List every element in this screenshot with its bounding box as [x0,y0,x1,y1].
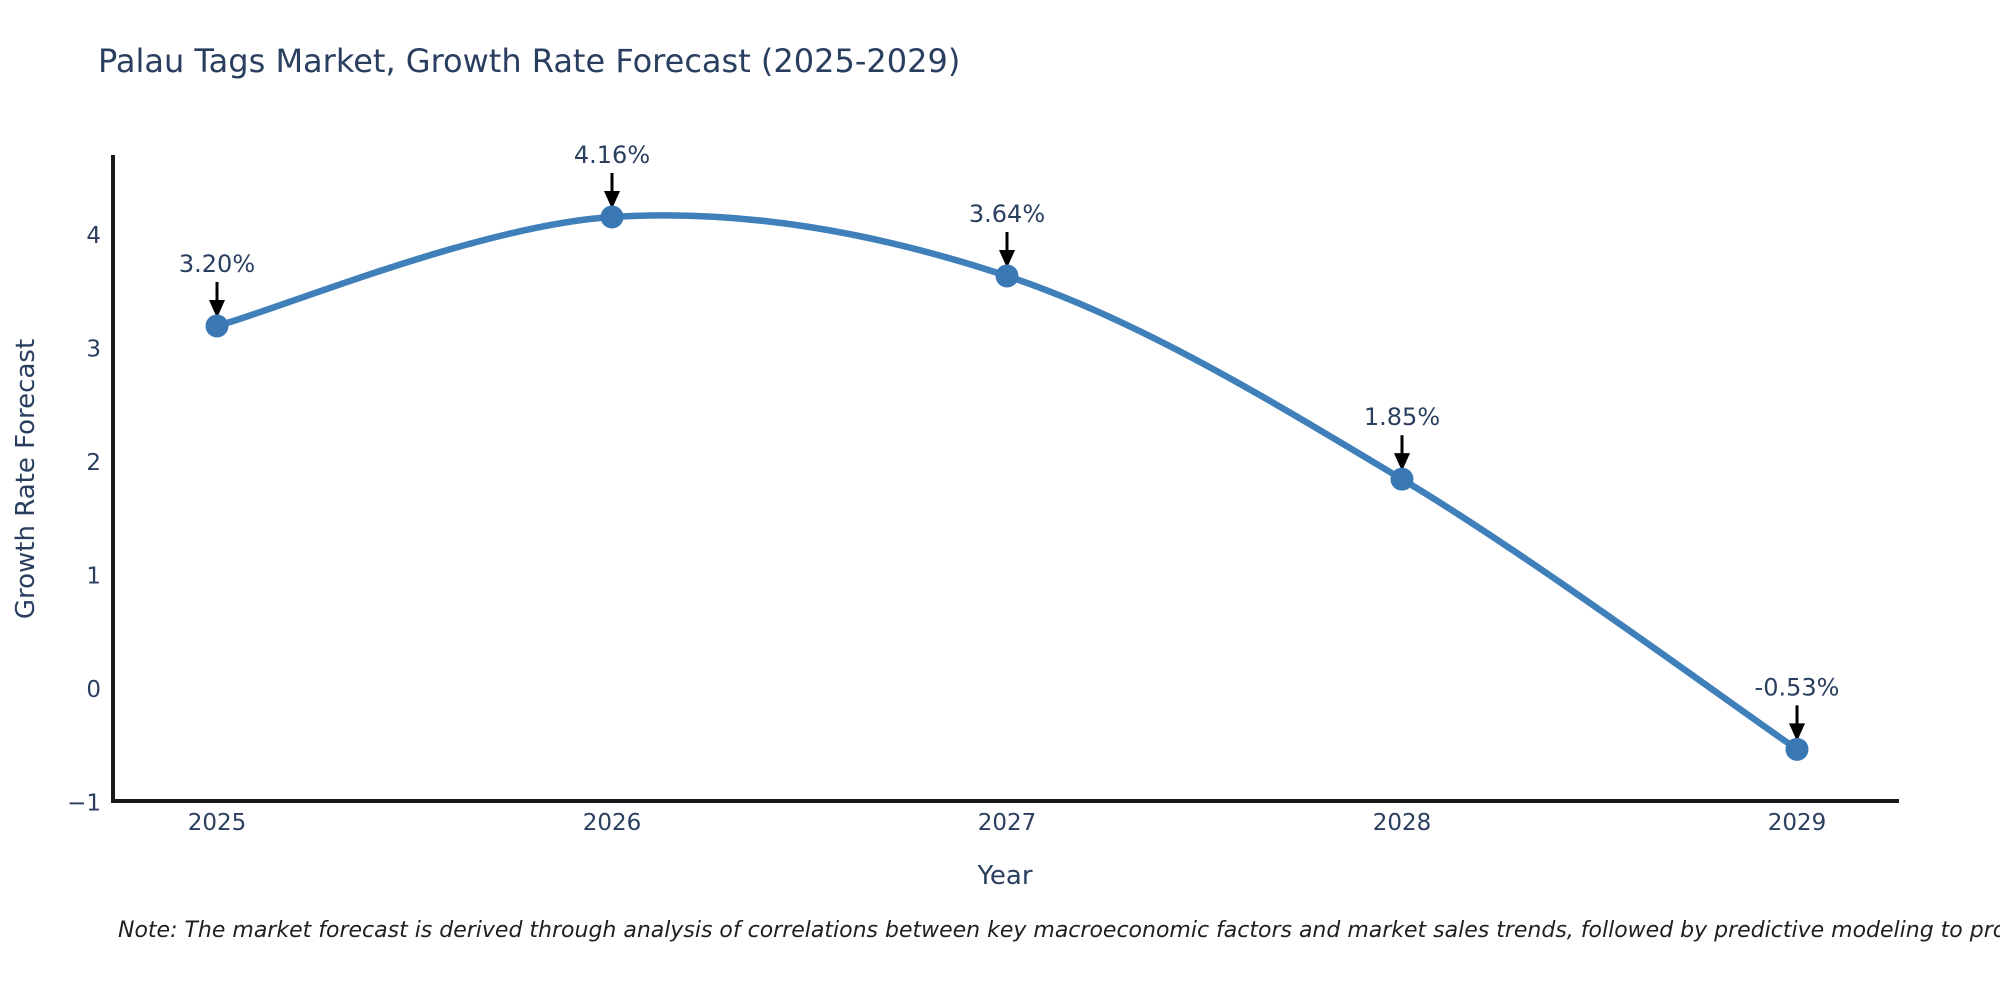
data-point-label: 3.64% [969,200,1045,228]
y-tick-label: 3 [86,337,101,363]
data-point-label: 4.16% [574,141,650,169]
axis-lines [111,155,1899,803]
chart-title: Palau Tags Market, Growth Rate Forecast … [98,42,961,80]
data-point-marker [995,264,1019,288]
data-point-label: 3.20% [179,250,255,278]
annotation-arrowhead [999,250,1015,269]
data-point-marker [1785,737,1809,761]
annotation-arrowhead [1394,453,1410,472]
annotation-arrowhead [604,191,620,209]
annotation-arrowhead [1789,723,1805,742]
data-point-marker [205,314,229,338]
x-tick-label: 2029 [1768,810,1827,836]
footnote: Note: The market forecast is derived thr… [118,918,2000,943]
y-tick-label: −1 [67,791,101,817]
x-tick-label: 2026 [583,810,642,836]
y-tick-label: 1 [86,564,101,590]
y-tick-label: 4 [86,223,101,249]
x-tick-label: 2028 [1373,810,1432,836]
y-tick-label: 2 [86,450,101,476]
data-point-label: -0.53% [1755,673,1840,701]
y-axis-title: Growth Rate Forecast [11,339,41,619]
data-point-label: 1.85% [1364,403,1440,431]
data-point-marker [1390,467,1414,491]
annotation-arrowhead [209,299,225,318]
forecast-line [213,212,1801,753]
x-tick-label: 2025 [188,810,247,836]
y-tick-label: 0 [86,677,101,703]
x-tick-label: 2027 [978,810,1037,836]
x-axis-title: Year [976,861,1032,891]
data-point-marker [600,205,624,229]
